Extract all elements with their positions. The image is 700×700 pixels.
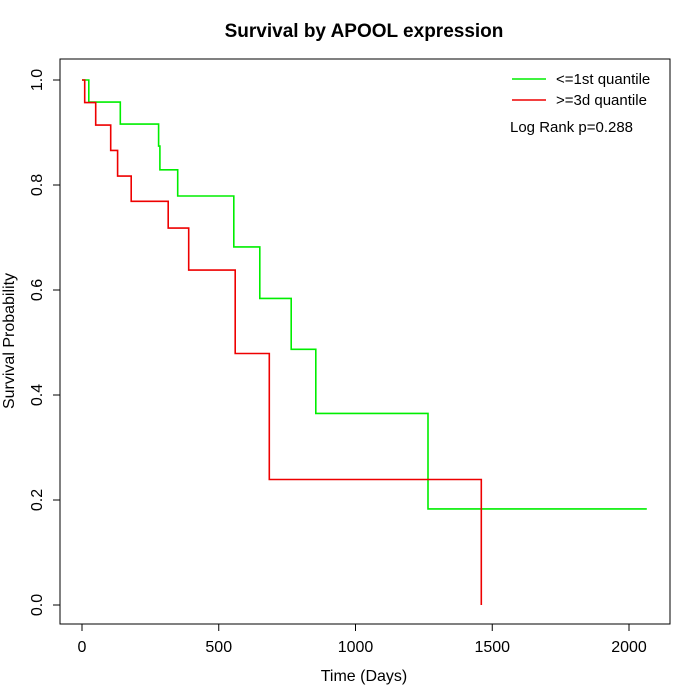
series-line-high-quantile	[82, 79, 483, 605]
y-tick-label: 1.0	[29, 69, 46, 91]
x-axis: 0 500 1000 1500 2000	[78, 623, 647, 656]
series-layer	[82, 79, 647, 605]
x-axis-label: Time (Days)	[321, 668, 408, 685]
legend: <=1st quantile >=3d quantile Log Rank p=…	[510, 71, 650, 136]
x-tick-label: 2000	[611, 639, 647, 656]
x-tick-label: 0	[78, 639, 87, 656]
y-tick-label: 0.2	[29, 489, 46, 511]
x-tick-label: 500	[205, 639, 232, 656]
x-tick-label: 1000	[338, 639, 374, 656]
y-tick-label: 0.0	[29, 594, 46, 616]
y-tick-label: 0.4	[29, 384, 46, 406]
legend-label-high: >=3d quantile	[556, 92, 647, 109]
series-line-low-quantile	[82, 79, 647, 510]
y-axis: 0.0 0.2 0.4 0.6 0.8 1.0	[29, 69, 61, 616]
legend-label-low: <=1st quantile	[556, 71, 650, 88]
x-tick-label: 1500	[474, 639, 510, 656]
y-axis-label: Survival Probability	[1, 273, 18, 409]
log-rank-annotation: Log Rank p=0.288	[510, 119, 633, 136]
y-tick-label: 0.8	[29, 174, 46, 196]
y-tick-label: 0.6	[29, 279, 46, 301]
chart-title: Survival by APOOL expression	[225, 21, 504, 42]
